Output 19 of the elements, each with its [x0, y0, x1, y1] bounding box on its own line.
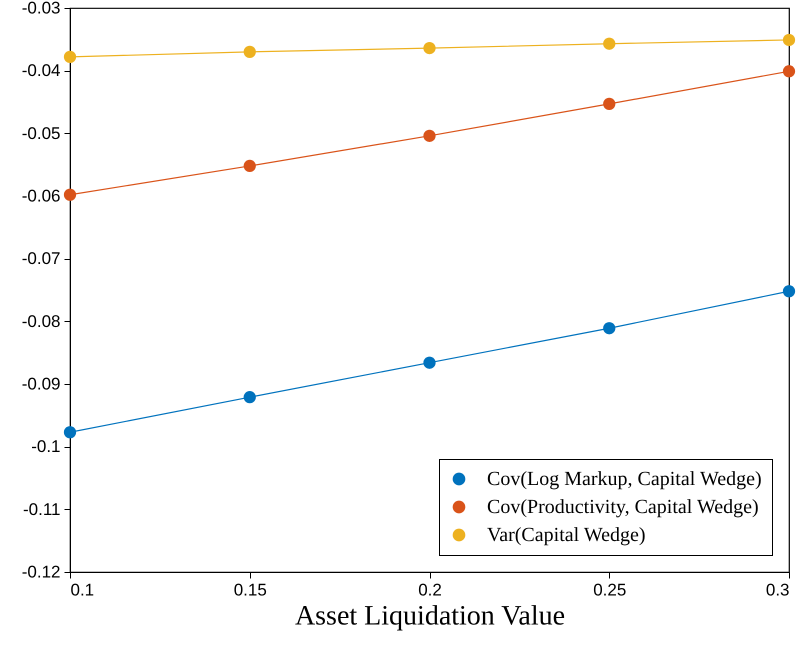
y-tick-label: -0.12: [22, 562, 60, 582]
y-tick-label: -0.07: [22, 249, 60, 268]
y-tick-label: -0.03: [22, 0, 60, 18]
y-tick-label: -0.04: [22, 61, 60, 80]
x-tick-label: 0.1: [70, 580, 94, 600]
legend-label: Cov(Log Markup, Capital Wedge): [487, 468, 762, 490]
legend-label: Cov(Productivity, Capital Wedge): [487, 496, 759, 518]
x-tick-label: 0.25: [593, 580, 626, 600]
legend-label: Var(Capital Wedge): [487, 524, 646, 546]
y-tick-label: -0.08: [22, 312, 60, 331]
y-tick-label: -0.11: [23, 500, 60, 519]
x-tick-label: 0.2: [418, 580, 442, 600]
x-tick-label: 0.3: [766, 580, 790, 600]
y-tick-label: -0.05: [22, 124, 60, 143]
x-tick-label: 0.15: [234, 580, 267, 600]
y-tick-label: -0.1: [31, 437, 60, 456]
x-axis-title: Asset Liquidation Value: [294, 600, 566, 632]
y-tick-label: -0.09: [22, 374, 60, 394]
y-tick-label: -0.06: [22, 186, 60, 206]
